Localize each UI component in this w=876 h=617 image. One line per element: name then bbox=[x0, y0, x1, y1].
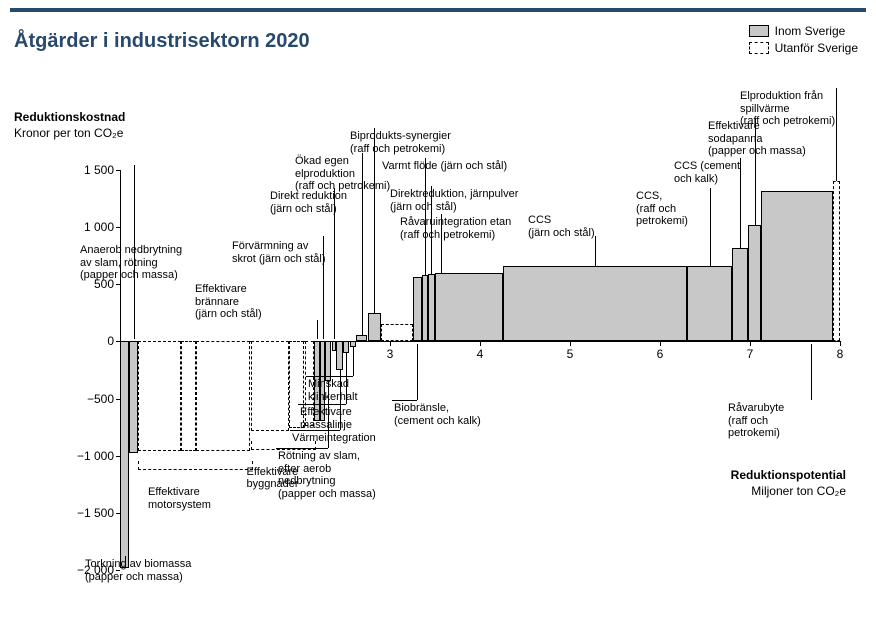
chart-title: Åtgärder i industrisektorn 2020 bbox=[14, 30, 310, 53]
y-axis-title: Reduktionskostnad bbox=[14, 110, 125, 124]
bar-eff-motorsystem-a bbox=[138, 341, 181, 451]
annotation-a_elspill: Elproduktion från spillvärme (raff och p… bbox=[740, 90, 835, 128]
bar-ccs-cement-kalk bbox=[732, 248, 748, 342]
legend-swatch-dashed bbox=[749, 42, 769, 54]
top-bar bbox=[10, 8, 866, 12]
bar-ravarubyte bbox=[761, 191, 833, 342]
lead-ccsjs bbox=[595, 236, 596, 266]
lead-anaerob bbox=[134, 165, 135, 339]
legend-label-dashed: Utanför Sverige bbox=[775, 41, 858, 55]
y-tick bbox=[116, 284, 120, 285]
bar-eff-motorsystem-c bbox=[196, 341, 251, 451]
lead-biprod bbox=[374, 128, 375, 313]
annotation-a_ravbyte: Råvarubyte (raff och petrokemi) bbox=[728, 402, 784, 440]
bar-eff-motorsystem-b bbox=[181, 341, 195, 451]
lead-ravetan bbox=[441, 214, 442, 273]
x-tick bbox=[840, 341, 841, 346]
bar-eff-sodapanna bbox=[748, 225, 761, 342]
y-axis-subtitle: Kronor per ton CO₂e bbox=[14, 126, 123, 140]
annotation-a_torkning: Torkning av biomassa (papper och massa) bbox=[85, 558, 191, 583]
y-tick-label: −1 500 bbox=[64, 506, 114, 520]
legend-item-solid: Inom Sverige bbox=[749, 24, 858, 38]
lead-ccsck bbox=[740, 158, 741, 248]
y-tick bbox=[116, 227, 120, 228]
annotation-a_minskklink: Minskad klinkerhalt bbox=[308, 378, 358, 403]
x-tick bbox=[570, 341, 571, 346]
x-tick-label: 6 bbox=[657, 347, 664, 361]
lead-effsoda bbox=[755, 118, 756, 225]
annotation-a_biobr: Biobränsle, (cement och kalk) bbox=[394, 402, 481, 427]
x-tick-label: 3 bbox=[387, 347, 394, 361]
brace-motorsystem bbox=[138, 461, 253, 470]
annotation-a_direktr: Direkt reduktion (järn och stål) bbox=[270, 190, 347, 215]
lead-torkning bbox=[125, 556, 126, 568]
lead-forvarm bbox=[323, 236, 324, 339]
y-tick-label: 1 000 bbox=[64, 220, 114, 234]
x-tick-label: 8 bbox=[837, 347, 844, 361]
annotation-a_effbrann: Effektivare brännare (järn och stål) bbox=[195, 283, 262, 321]
lead-ravbyte bbox=[811, 344, 812, 400]
lead-okadeg bbox=[362, 153, 363, 335]
bar-eff-byggnader-a bbox=[251, 341, 290, 430]
lead-effbrann bbox=[317, 320, 318, 339]
plot-area: −2 000−1 500−1 000−50005001 0001 5001234… bbox=[60, 170, 840, 570]
annotation-a_forvarm: Förvärmning av skrot (järn och stål) bbox=[232, 240, 326, 265]
x-tick bbox=[750, 341, 751, 346]
bar-biobransle-solid bbox=[413, 277, 422, 341]
annotation-a_ccsjs: CCS (järn och stål) bbox=[528, 214, 595, 239]
annotation-a_anaerob: Anaerob nedbrytning av slam, rötning (pa… bbox=[80, 244, 182, 282]
bar-okad-egen-elprod bbox=[356, 335, 368, 342]
bar-ccs-jarn-stal bbox=[503, 266, 688, 341]
y-tick-label: 1 500 bbox=[64, 163, 114, 177]
annotation-a_effmassa: Effektivare massalinje bbox=[300, 406, 352, 431]
bar-biobransle-dashed bbox=[381, 324, 413, 341]
lead-elspill bbox=[836, 88, 837, 181]
legend: Inom Sverige Utanför Sverige bbox=[749, 24, 858, 58]
chart-frame: Åtgärder i industrisektorn 2020 Inom Sve… bbox=[0, 0, 876, 617]
annotation-a_dirjarnp: Direktreduktion, järnpulver (järn och st… bbox=[390, 188, 518, 213]
x-tick bbox=[480, 341, 481, 346]
y-tick-label: −500 bbox=[64, 392, 114, 406]
x-tick-label: 5 bbox=[567, 347, 574, 361]
lead-rotning-h bbox=[276, 448, 328, 449]
legend-swatch-solid bbox=[749, 25, 769, 37]
legend-item-dashed: Utanför Sverige bbox=[749, 41, 858, 55]
lead-effmassa-h bbox=[298, 404, 346, 405]
bar-elprod-spillvarme bbox=[833, 181, 840, 341]
lead-biobr bbox=[417, 344, 418, 400]
lead-direktr bbox=[334, 188, 335, 339]
bar-ravaruint-etan bbox=[435, 273, 503, 342]
annotation-a_ravetan: Råvaruintegration etan (raff och petroke… bbox=[400, 216, 511, 241]
legend-label-solid: Inom Sverige bbox=[775, 24, 846, 38]
annotation-a_rotning: Rötning av slam, efter aerob nedbrytning… bbox=[278, 450, 376, 501]
bar-direktreduktion-jarnp bbox=[428, 274, 435, 341]
annotation-a_ccsck: CCS (cement och kalk) bbox=[674, 160, 740, 185]
bar-torkning-biomassa bbox=[120, 341, 129, 567]
annotation-a_ccsrp: CCS, (raff och petrokemi) bbox=[636, 190, 688, 228]
x-tick-label: 7 bbox=[747, 347, 754, 361]
y-tick-label: −1 000 bbox=[64, 449, 114, 463]
bar-anaerob-nedbrytning bbox=[129, 341, 138, 453]
y-tick bbox=[116, 170, 120, 171]
lead-klink bbox=[353, 347, 354, 376]
annotation-a_varmtfl: Varmt flöde (järn och stål) bbox=[382, 160, 507, 173]
bar-ccs-raff-petrokemi bbox=[687, 266, 732, 341]
lead-biobr-h bbox=[392, 400, 417, 401]
lead-ccsrp bbox=[710, 188, 711, 266]
annotation-a_okadeg: Ökad egen elproduktion (raff och petroke… bbox=[295, 155, 390, 193]
bar-biprodukt-synergier bbox=[368, 313, 382, 342]
annotation-a_effmotor: Effektivare motorsystem bbox=[148, 486, 211, 511]
bar-varmeintegration bbox=[336, 341, 343, 370]
x-tick bbox=[660, 341, 661, 346]
lead-klink-h bbox=[306, 376, 353, 377]
annotation-a_varmeint: Värmeintegration bbox=[292, 432, 376, 445]
y-tick-label: 0 bbox=[64, 334, 114, 348]
x-tick bbox=[390, 341, 391, 346]
annotation-a_biprod: Biprodukts-synergier (raff och petrokemi… bbox=[350, 130, 451, 155]
x-tick-label: 4 bbox=[477, 347, 484, 361]
